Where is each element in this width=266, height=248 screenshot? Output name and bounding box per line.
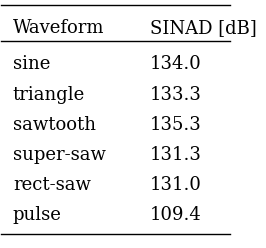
Text: sine: sine [13, 55, 50, 73]
Text: 109.4: 109.4 [150, 206, 202, 224]
Text: 133.3: 133.3 [150, 86, 202, 103]
Text: super-saw: super-saw [13, 146, 106, 164]
Text: Waveform: Waveform [13, 19, 104, 36]
Text: SINAD [dB]: SINAD [dB] [150, 19, 257, 36]
Text: 135.3: 135.3 [150, 116, 202, 134]
Text: triangle: triangle [13, 86, 85, 103]
Text: rect-saw: rect-saw [13, 176, 91, 194]
Text: pulse: pulse [13, 206, 62, 224]
Text: 134.0: 134.0 [150, 55, 202, 73]
Text: 131.0: 131.0 [150, 176, 202, 194]
Text: 131.3: 131.3 [150, 146, 202, 164]
Text: sawtooth: sawtooth [13, 116, 96, 134]
